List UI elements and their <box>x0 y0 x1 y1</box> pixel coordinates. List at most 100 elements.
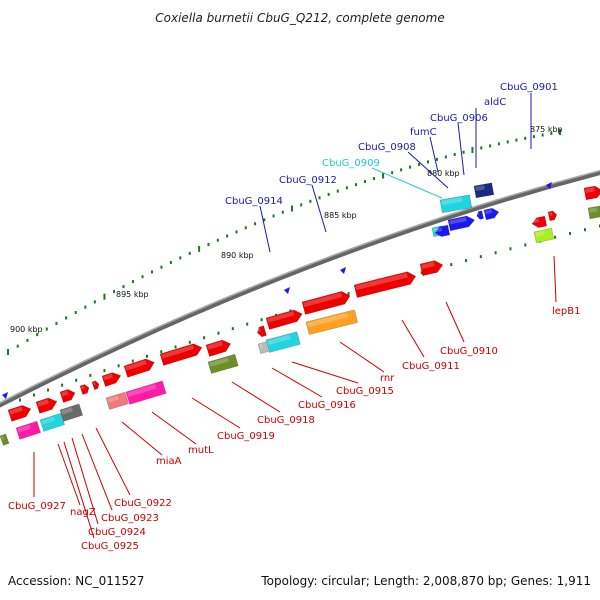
gene-label[interactable]: CbuG_0923 <box>101 513 159 524</box>
gene-arrow[interactable] <box>439 194 473 214</box>
gene-label[interactable]: aldC <box>484 97 506 108</box>
inner-scale-tick <box>160 350 163 354</box>
scale-minor-tick <box>188 251 191 255</box>
inner-scale-tick <box>75 378 78 382</box>
map-title: Coxiella burnetii CbuG_Q212, complete ge… <box>155 11 444 25</box>
gene-arrow[interactable] <box>305 309 359 335</box>
leader-line <box>71 437 99 525</box>
gene-arrow[interactable] <box>434 224 451 238</box>
gene-label[interactable]: CbuG_0922 <box>114 498 172 509</box>
gene-arrow[interactable] <box>59 388 77 403</box>
scale-minor-tick <box>480 146 483 150</box>
gene-arrow[interactable] <box>35 396 59 414</box>
leader-line <box>81 433 113 511</box>
scale-minor-tick <box>254 222 257 226</box>
gene-label[interactable]: rnr <box>380 373 395 384</box>
inner-scale-tick <box>347 292 350 296</box>
gene-arrow[interactable] <box>447 215 476 232</box>
gene-arrow[interactable] <box>531 215 548 229</box>
gene-label[interactable]: miaA <box>156 456 182 467</box>
gene-label[interactable]: CbuG_0914 <box>225 196 283 207</box>
gene-label[interactable]: CbuG_0911 <box>402 361 460 372</box>
gene-label[interactable]: nagZ <box>70 507 96 518</box>
scale-minor-tick <box>93 300 96 304</box>
gene-arrow[interactable] <box>0 433 10 446</box>
gene-label[interactable]: CbuG_0924 <box>88 527 146 538</box>
scale-minor-tick <box>179 256 182 260</box>
gene-label[interactable]: CbuG_0909 <box>322 158 380 169</box>
inner-scale-tick <box>61 383 64 387</box>
scale-minor-tick <box>435 157 438 161</box>
marker-triangle <box>546 182 552 189</box>
gene-arrow[interactable] <box>105 391 130 410</box>
gene-label[interactable]: CbuG_0918 <box>257 415 315 426</box>
inner-scale-tick <box>33 393 36 397</box>
gene-label[interactable]: CbuG_0910 <box>440 346 498 357</box>
gene-arrow[interactable] <box>419 259 444 277</box>
gene-label[interactable]: lepB1 <box>552 306 581 317</box>
gene-label[interactable]: CbuG_0915 <box>336 386 394 397</box>
inner-scale-tick <box>465 259 468 263</box>
gene-arrow[interactable] <box>59 403 84 422</box>
gene-arrow[interactable] <box>7 403 33 422</box>
gene-arrow[interactable] <box>39 412 66 432</box>
inner-scale-tick <box>89 373 92 377</box>
inner-scale-tick <box>117 364 120 368</box>
gene-arrow[interactable] <box>476 210 484 220</box>
scale-minor-tick <box>263 218 266 222</box>
gene-labels: CbuG_0901 aldC CbuG_0906 fumC CbuG_0908 CbuG_… <box>8 82 581 552</box>
gene-arrow[interactable] <box>15 420 42 440</box>
gene-arrow[interactable] <box>91 380 100 390</box>
scale-minor-tick <box>169 260 172 264</box>
gene-label[interactable]: CbuG_0901 <box>500 82 558 93</box>
gene-arrow[interactable] <box>257 341 269 355</box>
scale-minor-tick <box>281 210 284 214</box>
gene-arrow[interactable] <box>583 185 600 201</box>
gene-label[interactable]: CbuG_0916 <box>298 400 356 411</box>
scale-minor-tick <box>318 196 321 200</box>
gene-label[interactable]: mutL <box>188 445 214 456</box>
gene-label[interactable]: CbuG_0908 <box>358 142 416 153</box>
gene-arrow[interactable] <box>207 353 239 374</box>
scale-minor-tick <box>515 138 518 142</box>
gene-arrow[interactable] <box>587 204 600 220</box>
scale-label: 880 kbp <box>427 169 460 178</box>
scale-minor-tick <box>409 165 412 169</box>
scale-minor-tick <box>427 160 429 164</box>
gene-label[interactable]: CbuG_0925 <box>81 541 139 552</box>
gene-label[interactable]: CbuG_0919 <box>217 431 275 442</box>
gene-arrow[interactable] <box>265 308 304 330</box>
gene-arrow[interactable] <box>79 384 90 395</box>
leader-line <box>339 341 385 373</box>
scale-minor-tick <box>497 142 500 146</box>
gene-label[interactable]: CbuG_0927 <box>8 501 66 512</box>
scale-minor-tick <box>26 338 29 342</box>
gene-arrow[interactable] <box>533 227 555 244</box>
marker-triangle <box>284 287 290 294</box>
gene-label[interactable]: CbuG_0912 <box>279 175 337 186</box>
gene-arrow[interactable] <box>265 331 301 353</box>
gene-arrow[interactable] <box>473 182 495 199</box>
gene-arrow[interactable] <box>205 338 232 357</box>
scale-minor-tick <box>300 203 303 207</box>
gene-arrow[interactable] <box>301 290 352 315</box>
scale-minor-tick <box>327 192 330 196</box>
leader-line <box>151 411 197 445</box>
gene-label[interactable]: CbuG_0906 <box>430 113 488 124</box>
gene-arrow[interactable] <box>547 210 558 222</box>
scale-dots <box>7 129 600 402</box>
inner-scale-tick <box>494 251 497 255</box>
scale-label: 895 kbp <box>116 290 149 299</box>
inner-scale-tick <box>146 354 149 358</box>
gene-arrow[interactable] <box>353 270 417 298</box>
inner-scale-tick <box>174 345 177 349</box>
gene-arrow[interactable] <box>125 380 167 405</box>
gene-arrow[interactable] <box>483 207 500 221</box>
gene-arrow[interactable] <box>256 325 267 338</box>
gene-arrow[interactable] <box>159 342 204 366</box>
leader-line <box>445 301 465 343</box>
gene-label[interactable]: fumC <box>410 127 437 138</box>
gene-arrow[interactable] <box>123 357 156 378</box>
gene-arrow[interactable] <box>101 370 123 387</box>
